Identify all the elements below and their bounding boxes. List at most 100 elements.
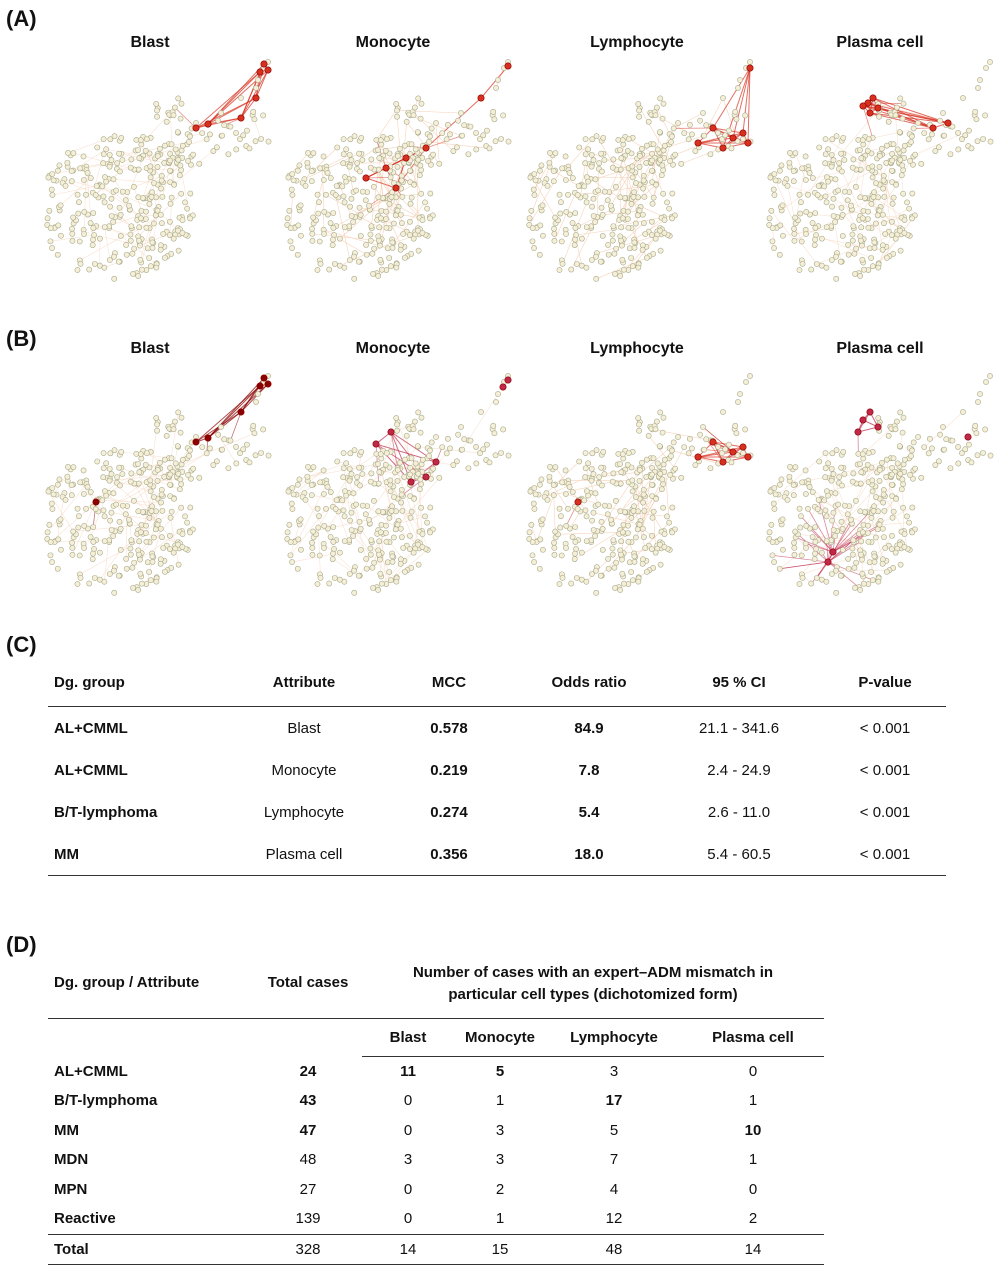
network-title-monocyte-b: Monocyte bbox=[355, 340, 431, 357]
table-row: B/T-lymphoma 43 0 1 17 1 bbox=[48, 1086, 824, 1116]
cell-total: 27 bbox=[299, 1180, 317, 1198]
table-header-row: Dg. group Attribute MCC Odds ratio 95 % … bbox=[48, 658, 946, 707]
cell-plasma-cell: 2 bbox=[748, 1210, 758, 1228]
panel-label-c: (C) bbox=[6, 632, 37, 657]
cell-mcc: 0.578 bbox=[430, 719, 468, 737]
cell-group: Reactive bbox=[54, 1210, 116, 1228]
network-title-lymphocyte-a: Lymphocyte bbox=[590, 34, 684, 51]
network-title-lymphocyte-b: Lymphocyte bbox=[590, 340, 684, 357]
network-title-monocyte-a: Monocyte bbox=[355, 34, 431, 51]
panel-label-a: (A) bbox=[6, 6, 37, 31]
table-row: MPN 27 0 2 4 0 bbox=[48, 1175, 824, 1205]
cell-monocyte: 1 bbox=[495, 1210, 505, 1228]
cell-total: 47 bbox=[299, 1121, 317, 1139]
cell-group: Total bbox=[54, 1240, 89, 1258]
cell-mcc: 0.356 bbox=[430, 845, 468, 863]
cell-monocyte: 3 bbox=[495, 1151, 505, 1169]
column-header-monocyte: Monocyte bbox=[454, 1017, 546, 1057]
cell-blast: 3 bbox=[403, 1151, 413, 1169]
cell-monocyte: 15 bbox=[491, 1240, 509, 1258]
cell-lymphocyte: 3 bbox=[609, 1062, 619, 1080]
table-row: AL+CMML 24 11 5 3 0 bbox=[48, 1056, 824, 1086]
cell-ci: 2.6 - 11.0 bbox=[707, 803, 771, 821]
cell-blast: 14 bbox=[399, 1240, 417, 1258]
table-row: MDN 48 3 3 7 1 bbox=[48, 1145, 824, 1175]
panel-label-d: (D) bbox=[6, 932, 37, 957]
table-row: MM Plasma cell 0.356 18.0 5.4 - 60.5 < 0… bbox=[48, 833, 946, 876]
network-title-plasma-b: Plasma cell bbox=[836, 340, 924, 357]
cell-mcc: 0.219 bbox=[430, 761, 468, 779]
cell-p-value: < 0.001 bbox=[859, 845, 911, 863]
cell-monocyte: 1 bbox=[495, 1092, 505, 1110]
network-graph-blast-a bbox=[44, 59, 272, 282]
network-graph-lymphocyte-b bbox=[526, 373, 754, 596]
association-table: Dg. group Attribute MCC Odds ratio 95 % … bbox=[48, 658, 946, 876]
cell-blast: 0 bbox=[403, 1121, 413, 1139]
table-row: B/T-lymphoma Lymphocyte 0.274 5.4 2.6 - … bbox=[48, 791, 946, 833]
cell-dg-group: AL+CMML bbox=[54, 719, 128, 737]
network-graph-plasma-b bbox=[766, 373, 994, 596]
table-row: AL+CMML Blast 0.578 84.9 21.1 - 341.6 < … bbox=[48, 707, 946, 750]
column-header-dg-group: Dg. group bbox=[54, 673, 125, 691]
cell-blast: 0 bbox=[403, 1092, 413, 1110]
cell-plasma-cell: 1 bbox=[748, 1151, 758, 1169]
column-header-mismatch-span: Number of cases with an expert–ADM misma… bbox=[412, 964, 774, 1003]
column-header-odds-ratio: Odds ratio bbox=[551, 673, 627, 691]
network-graph-lymphocyte-a bbox=[526, 59, 754, 282]
mismatch-table: Dg. group / Attribute Total cases Number… bbox=[48, 958, 824, 1265]
cell-total: 139 bbox=[295, 1210, 321, 1228]
cell-dg-group: AL+CMML bbox=[54, 761, 128, 779]
column-header-p-value: P-value bbox=[858, 673, 912, 691]
network-graph-blast-b bbox=[44, 373, 272, 596]
column-header-blast: Blast bbox=[362, 1017, 454, 1057]
cell-lymphocyte: 4 bbox=[609, 1180, 619, 1198]
cell-plasma-cell: 0 bbox=[748, 1062, 758, 1080]
cell-p-value: < 0.001 bbox=[859, 803, 911, 821]
cell-group: AL+CMML bbox=[54, 1062, 128, 1080]
cell-group: B/T-lymphoma bbox=[54, 1092, 158, 1110]
cell-ci: 5.4 - 60.5 bbox=[707, 845, 771, 863]
cell-monocyte: 3 bbox=[495, 1121, 505, 1139]
cell-attribute: Plasma cell bbox=[265, 845, 343, 863]
cell-plasma-cell: 1 bbox=[748, 1092, 758, 1110]
table-row: MM 47 0 3 5 10 bbox=[48, 1116, 824, 1146]
cell-lymphocyte: 17 bbox=[605, 1092, 623, 1110]
column-header-mcc: MCC bbox=[431, 673, 467, 691]
table-subheader-row: Blast Monocyte Lymphocyte Plasma cell bbox=[48, 1017, 824, 1057]
column-header-total-cases: Total cases bbox=[267, 974, 349, 991]
cell-monocyte: 5 bbox=[495, 1062, 505, 1080]
panel-label-b: (B) bbox=[6, 326, 37, 351]
column-header-lymphocyte: Lymphocyte bbox=[546, 1017, 682, 1057]
cell-plasma-cell: 0 bbox=[748, 1180, 758, 1198]
cell-attribute: Lymphocyte bbox=[263, 803, 345, 821]
cell-dg-group: MM bbox=[54, 845, 79, 863]
column-header-attribute: Attribute bbox=[272, 673, 336, 691]
cell-p-value: < 0.001 bbox=[859, 719, 911, 737]
column-header-dg-group-attribute: Dg. group / Attribute bbox=[54, 974, 200, 991]
cell-plasma-cell: 14 bbox=[744, 1240, 762, 1258]
cell-blast: 0 bbox=[403, 1210, 413, 1228]
cell-dg-group: B/T-lymphoma bbox=[54, 803, 158, 821]
cell-lymphocyte: 12 bbox=[605, 1210, 623, 1228]
column-header-plasma-cell: Plasma cell bbox=[682, 1017, 824, 1057]
cell-lymphocyte: 5 bbox=[609, 1121, 619, 1139]
cell-lymphocyte: 48 bbox=[605, 1240, 623, 1258]
cell-attribute: Monocyte bbox=[271, 761, 337, 779]
cell-plasma-cell: 10 bbox=[744, 1121, 762, 1139]
cell-total: 24 bbox=[299, 1062, 317, 1080]
table-header-row: Dg. group / Attribute Total cases Number… bbox=[48, 958, 824, 1018]
network-graph-monocyte-a bbox=[284, 59, 512, 282]
cell-odds-ratio: 5.4 bbox=[578, 803, 600, 821]
cell-monocyte: 2 bbox=[495, 1180, 505, 1198]
network-graph-monocyte-b bbox=[284, 373, 512, 596]
table-row: Reactive 139 0 1 12 2 bbox=[48, 1204, 824, 1234]
cell-p-value: < 0.001 bbox=[859, 761, 911, 779]
network-title-blast-a: Blast bbox=[130, 34, 170, 51]
cell-ci: 21.1 - 341.6 bbox=[698, 719, 780, 737]
cell-group: MDN bbox=[54, 1151, 89, 1169]
cell-blast: 0 bbox=[403, 1180, 413, 1198]
cell-group: MPN bbox=[54, 1180, 88, 1198]
network-title-blast-b: Blast bbox=[130, 340, 170, 357]
cell-blast: 11 bbox=[400, 1062, 416, 1080]
table-row: AL+CMML Monocyte 0.219 7.8 2.4 - 24.9 < … bbox=[48, 749, 946, 791]
